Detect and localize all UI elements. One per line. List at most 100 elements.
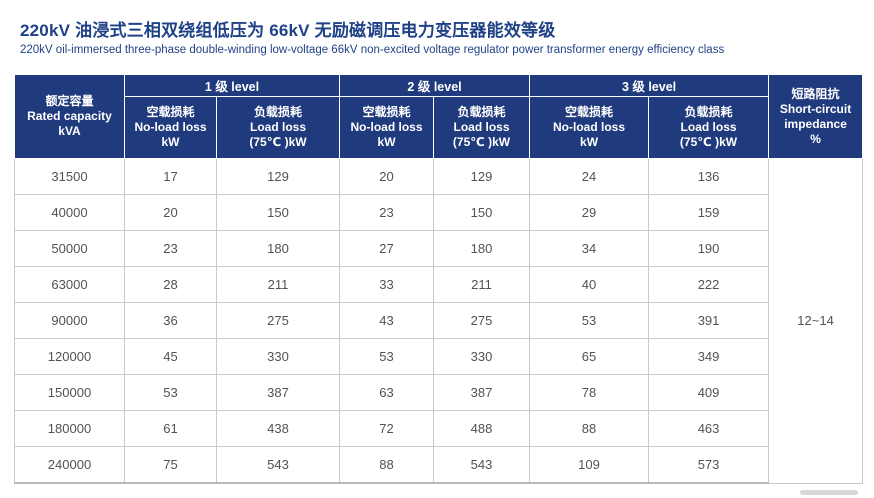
- rated-capacity-cell: 90000: [14, 302, 125, 339]
- loss-value-cell: 180: [433, 230, 531, 267]
- subheader-no-load-loss-level1: 空载损耗 No-load loss kW: [124, 96, 217, 159]
- loss-value-cell: 17: [124, 158, 217, 195]
- loss-value-cell: 20: [339, 158, 435, 195]
- no-load-loss-en: No-load loss: [553, 120, 626, 134]
- header-impedance-zh: 短路阻抗: [791, 86, 840, 101]
- loss-value-cell: 43: [339, 302, 435, 339]
- header-level-3: 3 级 level: [529, 74, 770, 97]
- loss-value-cell: 61: [124, 410, 217, 447]
- table-row: 90000 36 275 43 275 53 391: [14, 302, 863, 339]
- header-rated-capacity-zh: 额定容量: [45, 94, 94, 108]
- subheader-load-loss-level1: 负载损耗 Load loss (75℃ )kW: [215, 96, 341, 159]
- subheader-load-loss-level3: 负载损耗 Load loss (75℃ )kW: [648, 96, 770, 159]
- loss-value-cell: 36: [124, 302, 217, 339]
- loss-value-cell: 349: [648, 338, 770, 375]
- table-row: 63000 28 211 33 211 40 222: [14, 266, 863, 303]
- header-row-loss-types: 空载损耗 No-load loss kW 负载损耗 Load loss (75℃…: [15, 96, 863, 159]
- load-loss-zh: 负载损耗: [684, 105, 733, 119]
- loss-value-cell: 275: [215, 302, 341, 339]
- header-level-1: 1 级 level: [123, 74, 341, 97]
- subheader-load-loss-level2: 负载损耗 Load loss (75℃ )kW: [433, 96, 531, 159]
- horizontal-scrollbar-thumb[interactable]: [800, 490, 858, 495]
- rated-capacity-cell: 40000: [14, 194, 125, 231]
- loss-value-cell: 409: [648, 374, 770, 411]
- table-row: 31500 17 129 20 129 24 136 12~14: [14, 158, 864, 484]
- rated-capacity-cell: 120000: [14, 338, 125, 375]
- loss-value-cell: 391: [648, 302, 770, 339]
- loss-value-cell: 53: [529, 302, 650, 339]
- load-loss-en: Load loss: [250, 120, 307, 134]
- loss-value-cell: 573: [648, 446, 770, 484]
- loss-value-cell: 387: [433, 374, 531, 411]
- header-rated-capacity-unit: kVA: [58, 124, 81, 138]
- loss-value-cell: 211: [215, 266, 341, 303]
- loss-value-cell: 136: [648, 158, 770, 195]
- loss-value-cell: 387: [215, 374, 341, 411]
- subheader-no-load-loss-level2: 空载损耗 No-load loss kW: [339, 96, 435, 159]
- rated-capacity-cell: 31500: [14, 158, 125, 195]
- no-load-loss-en: No-load loss: [134, 120, 207, 134]
- header-short-circuit-impedance: 短路阻抗 Short-circuit impedance %: [768, 74, 864, 159]
- loss-value-cell: 75: [124, 446, 217, 484]
- rated-capacity-cell: 150000: [14, 374, 125, 411]
- loss-value-cell: 63: [339, 374, 435, 411]
- loss-value-cell: 78: [529, 374, 650, 411]
- loss-value-cell: 34: [529, 230, 650, 267]
- table-row: 40000 20 150 23 150 29 159: [14, 194, 863, 231]
- header-row-levels: 额定容量 Rated capacity kVA 1 级 level 2 级 le…: [14, 74, 864, 159]
- loss-value-cell: 488: [433, 410, 531, 447]
- loss-value-cell: 53: [124, 374, 217, 411]
- loss-value-cell: 27: [339, 230, 435, 267]
- table-row: 240000 75 543 88 543 109 573: [14, 446, 863, 484]
- loss-value-cell: 543: [215, 446, 341, 484]
- loss-value-cell: 40: [529, 266, 650, 303]
- load-loss-zh: 负载损耗: [457, 105, 506, 119]
- table-row: 180000 61 438 72 488 88 463: [14, 410, 863, 447]
- page-title: 220kV 油浸式三相双绕组低压为 66kV 无励磁调压电力变压器能效等级: [20, 21, 556, 40]
- loss-value-cell: 275: [433, 302, 531, 339]
- header-rated-capacity-en: Rated capacity: [27, 109, 112, 123]
- impedance-value-cell: 12~14: [768, 158, 864, 484]
- rated-capacity-cell: 63000: [14, 266, 125, 303]
- header-impedance-en1: Short-circuit: [779, 101, 852, 116]
- loss-value-cell: 23: [124, 230, 217, 267]
- loss-value-cell: 33: [339, 266, 435, 303]
- loss-value-cell: 150: [215, 194, 341, 231]
- loss-value-cell: 129: [215, 158, 341, 195]
- no-load-loss-unit: kW: [377, 135, 396, 149]
- loss-value-cell: 211: [433, 266, 531, 303]
- rated-capacity-cell: 180000: [14, 410, 125, 447]
- loss-value-cell: 463: [648, 410, 770, 447]
- table-row: 120000 45 330 53 330 65 349: [14, 338, 863, 375]
- no-load-loss-en: No-load loss: [350, 120, 423, 134]
- loss-value-cell: 438: [215, 410, 341, 447]
- no-load-loss-zh: 空载损耗: [565, 105, 614, 119]
- loss-value-cell: 72: [339, 410, 435, 447]
- load-loss-en: Load loss: [680, 120, 737, 134]
- no-load-loss-unit: kW: [580, 135, 599, 149]
- efficiency-table: 额定容量 Rated capacity kVA 1 级 level 2 级 le…: [14, 74, 864, 484]
- loss-value-cell: 29: [529, 194, 650, 231]
- loss-value-cell: 190: [648, 230, 770, 267]
- load-loss-zh: 负载损耗: [254, 105, 303, 119]
- loss-value-cell: 222: [648, 266, 770, 303]
- no-load-loss-zh: 空载损耗: [362, 105, 411, 119]
- loss-value-cell: 65: [529, 338, 650, 375]
- loss-value-cell: 20: [124, 194, 217, 231]
- loss-value-cell: 150: [433, 194, 531, 231]
- header-impedance-en2: impedance: [784, 116, 847, 131]
- load-loss-en: Load loss: [453, 120, 510, 134]
- page-subtitle: 220kV oil-immersed three-phase double-wi…: [20, 44, 725, 56]
- loss-value-cell: 45: [124, 338, 217, 375]
- table-row: 150000 53 387 63 387 78 409: [14, 374, 863, 411]
- loss-value-cell: 23: [339, 194, 435, 231]
- table-body: 31500 17 129 20 129 24 136 12~14 40000 20 150 23 150…: [14, 158, 864, 484]
- loss-value-cell: 53: [339, 338, 435, 375]
- table-row: 50000 23 180 27 180 34 190: [14, 230, 863, 267]
- no-load-loss-unit: kW: [161, 135, 180, 149]
- subheader-no-load-loss-level3: 空载损耗 No-load loss kW: [529, 96, 650, 159]
- rated-capacity-cell: 240000: [14, 446, 125, 484]
- loss-value-cell: 180: [215, 230, 341, 267]
- load-loss-unit: (75℃ )kW: [452, 135, 511, 149]
- loss-value-cell: 88: [339, 446, 435, 484]
